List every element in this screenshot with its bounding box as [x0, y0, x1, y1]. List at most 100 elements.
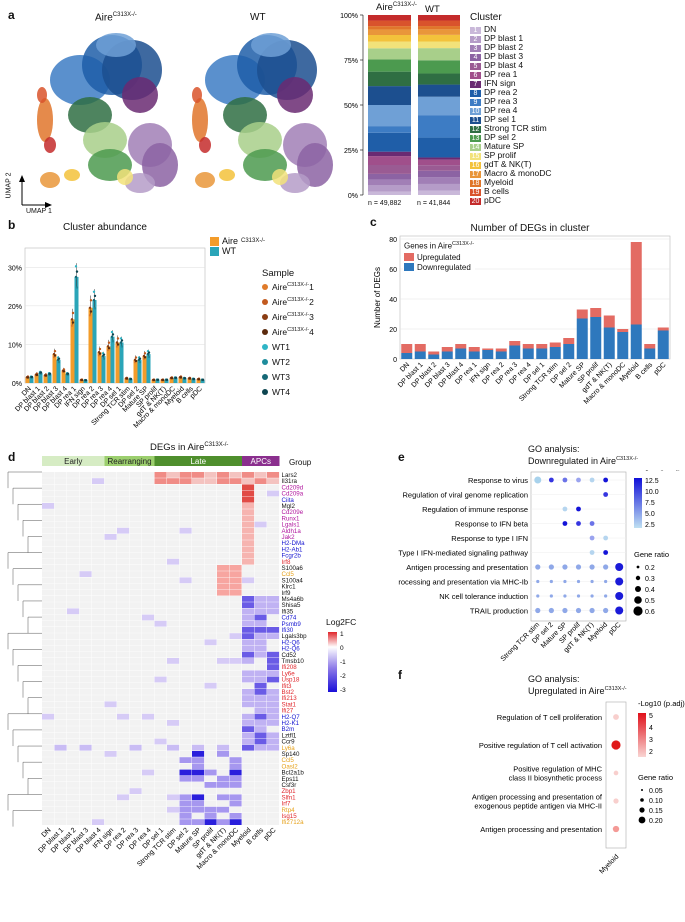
abundance-sample-dot	[106, 345, 110, 348]
abundance-sample-dot	[75, 270, 79, 273]
heatmap-cell	[154, 658, 167, 664]
degs-bar-up	[536, 344, 548, 349]
heatmap-cell	[129, 651, 142, 658]
go-up-size-dot	[640, 798, 644, 802]
stacked-col1-label: AireC313X-/-	[376, 2, 417, 14]
heatmap-cell	[179, 794, 192, 801]
go-up-size-tick: 0.15	[649, 808, 663, 815]
heatmap-cell	[117, 744, 130, 751]
stacked-segment	[368, 35, 411, 42]
cluster-name: DP sel 2	[484, 132, 516, 142]
heatmap-cell	[79, 633, 92, 639]
go-up-dot	[613, 714, 619, 720]
heatmap-cell	[142, 515, 155, 522]
heatmap-cell	[67, 633, 80, 639]
heatmap-cell	[104, 521, 117, 528]
degs-bar-down	[536, 348, 548, 359]
umap-cluster-blob	[219, 169, 235, 181]
sample-legend-item: AireC313X-/-4	[262, 327, 314, 337]
umap-title-wt: WT	[250, 12, 266, 23]
heatmap-cell	[129, 701, 142, 708]
heatmap-gene-label: S100a4	[282, 577, 304, 584]
umap-cluster-blob	[277, 77, 313, 113]
heatmap-cell	[129, 664, 142, 670]
heatmap-cell	[117, 571, 130, 577]
heatmap-cell	[229, 496, 242, 503]
heatmap-scale-tick: 0	[340, 645, 344, 652]
heatmap-cell	[242, 596, 255, 602]
heatmap-cell	[154, 738, 167, 745]
heatmap-cell	[267, 651, 280, 658]
heatmap-gene-label: H2-Ab1	[282, 546, 304, 553]
heatmap-cell	[42, 583, 55, 590]
sample-dot	[262, 344, 268, 350]
panel-label-b: b	[8, 218, 16, 232]
cluster-legend-item: 19 B cells	[470, 186, 509, 196]
go-down-column-label: pDC	[608, 621, 623, 636]
heatmap-cell	[42, 751, 55, 757]
heatmap-cell	[204, 589, 217, 596]
degs-ytick: 0	[393, 357, 397, 364]
heatmap-cell	[142, 782, 155, 788]
heatmap-cell	[54, 614, 67, 621]
heatmap-cell	[117, 478, 130, 484]
umap-cluster-blob	[192, 87, 202, 103]
heatmap-cell	[117, 757, 130, 763]
heatmap-group-bar	[154, 456, 242, 466]
heatmap-cell	[67, 689, 80, 695]
heatmap-cell	[67, 490, 80, 497]
abundance-sample-dot	[35, 373, 39, 377]
heatmap-cell	[229, 472, 242, 478]
heatmap-cell	[179, 490, 192, 497]
heatmap-cell	[267, 571, 280, 577]
heatmap-cell	[67, 800, 80, 807]
heatmap-group-bar	[242, 456, 280, 466]
heatmap-cell	[54, 565, 67, 571]
heatmap-cell	[179, 744, 192, 751]
heatmap-cell	[79, 608, 92, 615]
heatmap-cell	[204, 639, 217, 646]
heatmap-cell	[242, 527, 255, 534]
stacked-tick: 75%	[344, 58, 358, 65]
sample-name: WT3	[272, 372, 290, 382]
abundance-sample-dot	[93, 307, 97, 310]
heatmap-cell	[167, 769, 180, 776]
heatmap-cell	[67, 682, 80, 689]
abundance-bar-aire	[88, 307, 93, 383]
stacked-segment	[418, 96, 460, 116]
heatmap-cell	[79, 726, 92, 732]
heatmap-cell	[254, 534, 267, 540]
stacked-segment	[418, 34, 460, 42]
heatmap-cell	[167, 775, 180, 782]
heatmap-cell	[142, 490, 155, 497]
heatmap-cell	[54, 472, 67, 478]
heatmap-cell	[254, 583, 267, 590]
go-up-color-tick: 4	[649, 725, 653, 732]
cluster-legend-item: 11 DP sel 1	[470, 114, 516, 124]
heatmap-cell	[42, 589, 55, 596]
heatmap-cell	[142, 540, 155, 546]
heatmap-gene-label: H2-Q6	[282, 646, 301, 653]
heatmap-dendrogram-branch	[17, 584, 42, 601]
stacked-segment	[418, 26, 460, 30]
heatmap-cell	[167, 751, 180, 757]
cluster-number: 16	[470, 162, 481, 169]
heatmap-cell	[67, 521, 80, 528]
heatmap-cell	[179, 627, 192, 633]
heatmap-cell	[192, 565, 205, 571]
cluster-number: 18	[470, 180, 481, 187]
heatmap-cell	[104, 627, 117, 633]
umap-cluster-blob	[64, 169, 80, 181]
heatmap-cell	[92, 565, 105, 571]
cluster-number: 9	[470, 99, 481, 106]
heatmap-cell	[267, 577, 280, 584]
cluster-legend-item: 2 DP blast 1	[470, 33, 523, 43]
heatmap-cell	[42, 794, 55, 801]
heatmap-gene-label: Ifi30	[282, 627, 294, 634]
go-up-term: Positive regulation of T cell activation	[479, 741, 602, 750]
heatmap-gene-label: Ifi2712a	[282, 819, 305, 826]
sample-legend-item: WT4	[262, 387, 290, 397]
heatmap-cell	[254, 701, 267, 708]
heatmap-cell	[267, 695, 280, 701]
